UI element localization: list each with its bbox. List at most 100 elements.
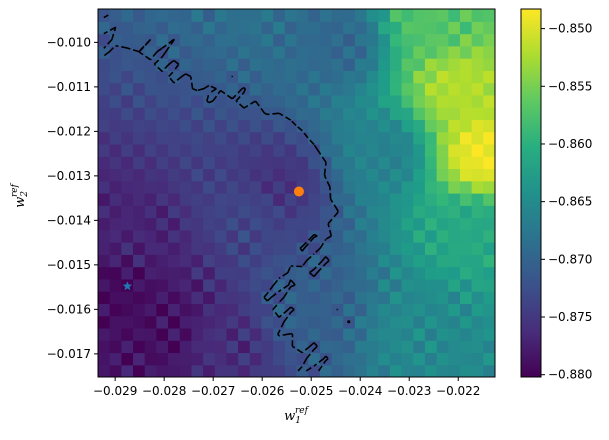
- heatmap-cell: [121, 70, 134, 84]
- heatmap-cell: [366, 278, 379, 292]
- heatmap-cell: [366, 131, 379, 145]
- heatmap-cell: [319, 94, 333, 108]
- heatmap-cell: [331, 168, 344, 182]
- heatmap-cell: [389, 70, 403, 84]
- heatmap-cell: [203, 205, 216, 219]
- heatmap-cell: [98, 205, 111, 219]
- heatmap-cell: [273, 94, 286, 108]
- heatmap-cell: [308, 107, 321, 120]
- heatmap-cell: [98, 364, 111, 377]
- heatmap-cell: [226, 94, 239, 108]
- heatmap-cell: [238, 340, 251, 354]
- heatmap-cell: [413, 340, 426, 354]
- x-axis-label: w1ref: [284, 406, 310, 426]
- heatmap-cell: [343, 107, 356, 120]
- heatmap-cell: [448, 21, 461, 35]
- heatmap-cell: [483, 168, 495, 182]
- heatmap-cell: [424, 45, 438, 59]
- heatmap-cell: [191, 180, 204, 194]
- heatmap-cell: [98, 94, 111, 108]
- heatmap-cell: [273, 193, 286, 206]
- heatmap-cell: [366, 33, 379, 47]
- heatmap-cell: [354, 205, 368, 219]
- heatmap-cell: [319, 107, 333, 120]
- heatmap-cell: [436, 303, 449, 317]
- plot-frame: [97, 8, 496, 378]
- heatmap-cell: [203, 94, 216, 108]
- heatmap-cell: [459, 119, 473, 133]
- heatmap-cell: [448, 315, 461, 329]
- heatmap-cell: [98, 9, 111, 22]
- heatmap-cell: [296, 143, 309, 157]
- heatmap-cell: [109, 119, 122, 133]
- heatmap-cell: [133, 340, 146, 354]
- heatmap-cell: [156, 352, 169, 366]
- heatmap-cell: [331, 242, 344, 255]
- heatmap-cell: [226, 180, 239, 194]
- heatmap-cell: [133, 156, 146, 170]
- heatmap-cell: [448, 107, 461, 120]
- heatmap-cell: [284, 107, 298, 120]
- heatmap-cell: [331, 119, 344, 133]
- heatmap-cell: [424, 266, 438, 280]
- heatmap-cell: [424, 82, 438, 96]
- heatmap-cell: [133, 229, 146, 243]
- heatmap-cell: [98, 291, 111, 304]
- heatmap-cell: [156, 168, 169, 182]
- heatmap-cell: [296, 315, 309, 329]
- heatmap-cell: [389, 119, 403, 133]
- colorbar: [520, 8, 542, 378]
- heatmap-cell: [284, 229, 298, 243]
- heatmap-cell: [168, 131, 181, 145]
- heatmap-cell: [413, 327, 426, 341]
- heatmap-cell: [331, 156, 344, 170]
- heatmap-cell: [413, 242, 426, 255]
- heatmap-cell: [483, 94, 495, 108]
- heatmap-cell: [156, 291, 169, 304]
- heatmap-cell: [308, 168, 321, 182]
- heatmap-cell: [343, 45, 356, 59]
- heatmap-cell: [343, 278, 356, 292]
- heatmap-cell: [214, 193, 228, 206]
- heatmap-cell: [284, 303, 298, 317]
- heatmap-cell: [249, 340, 263, 354]
- heatmap-cell: [273, 9, 286, 22]
- heatmap-cell: [156, 229, 169, 243]
- heatmap-cell: [191, 229, 204, 243]
- heatmap-cell: [483, 266, 495, 280]
- heatmap-cell: [284, 45, 298, 59]
- heatmap-cell: [389, 21, 403, 35]
- heatmap-cell: [191, 58, 204, 71]
- heatmap-cell: [238, 156, 251, 170]
- heatmap-cell: [191, 21, 204, 35]
- colorbar-tick-label: −0.870: [548, 252, 592, 266]
- heatmap-cell: [389, 94, 403, 108]
- heatmap-cell: [343, 193, 356, 206]
- heatmap-cell: [226, 303, 239, 317]
- heatmap-cell: [354, 266, 368, 280]
- heatmap-cell: [354, 327, 368, 341]
- heatmap-cell: [308, 180, 321, 194]
- heatmap-cell: [98, 70, 111, 84]
- heatmap-cell: [343, 9, 356, 22]
- heatmap-cell: [273, 119, 286, 133]
- heatmap-cell: [109, 217, 122, 231]
- heatmap-cell: [273, 327, 286, 341]
- heatmap-cell: [203, 193, 216, 206]
- heatmap-cell: [413, 193, 426, 206]
- heatmap-cell: [296, 278, 309, 292]
- x-tick-label: −0.028: [142, 384, 186, 398]
- heatmap-cell: [401, 205, 414, 219]
- heatmap-cell: [121, 340, 134, 354]
- heatmap-cell: [413, 352, 426, 366]
- heatmap-cell: [261, 82, 274, 96]
- heatmap-cell: [249, 180, 263, 194]
- heatmap-cell: [436, 352, 449, 366]
- heatmap-cell: [179, 352, 193, 366]
- heatmap-cell: [448, 45, 461, 59]
- heatmap-cell: [343, 291, 356, 304]
- heatmap-cell: [121, 229, 134, 243]
- heatmap-cell: [179, 327, 193, 341]
- heatmap-cell: [424, 229, 438, 243]
- heatmap-cell: [308, 21, 321, 35]
